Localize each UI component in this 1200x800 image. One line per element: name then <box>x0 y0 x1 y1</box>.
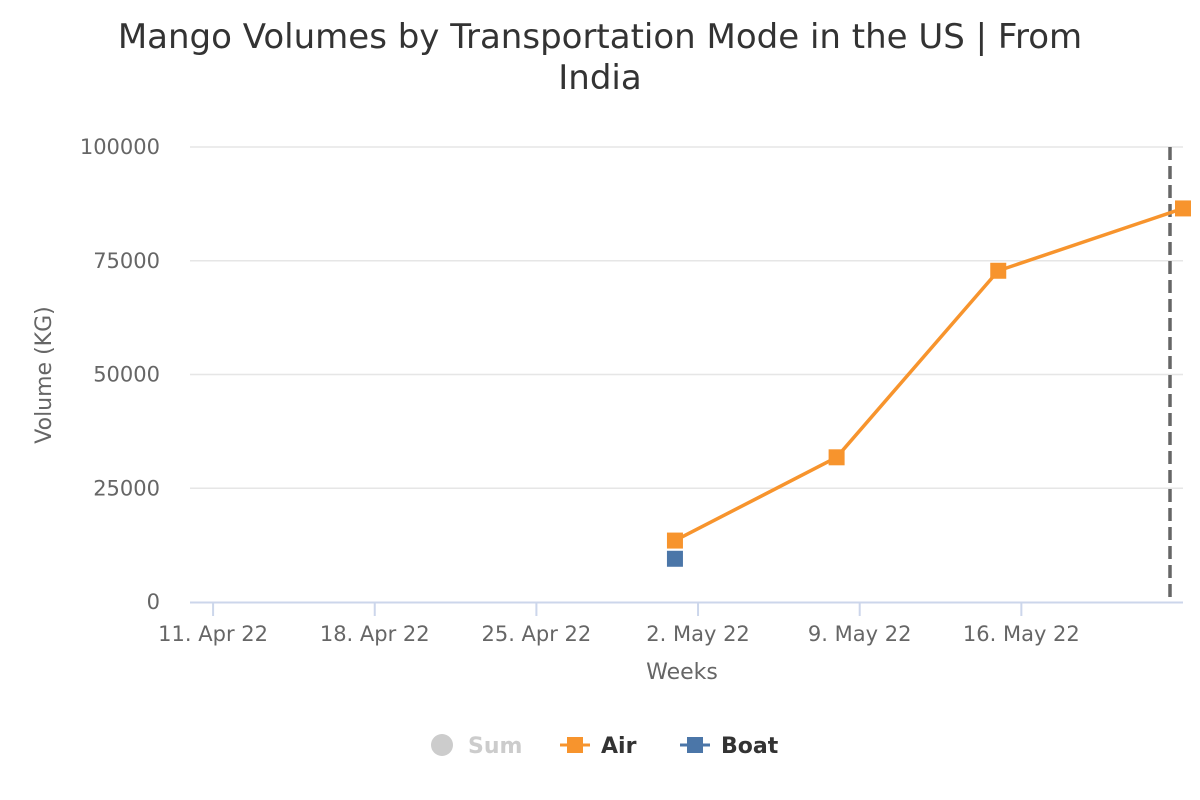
y-tick-label: 75000 <box>93 249 160 273</box>
legend-item-boat[interactable]: Boat <box>680 734 779 759</box>
chart-title: Mango Volumes by Transportation Mode in … <box>118 17 1082 98</box>
x-tick-label: 18. Apr 22 <box>320 622 430 646</box>
legend-item-sum[interactable]: Sum <box>431 734 522 759</box>
y-tick-label: 25000 <box>93 476 160 500</box>
grid-lines <box>190 146 1183 489</box>
x-tick-label: 16. May 22 <box>963 622 1080 646</box>
y-axis-ticks: 0 25000 50000 75000 100000 <box>80 135 160 614</box>
data-point-air[interactable] <box>828 449 845 466</box>
chart-title-line-2: India <box>558 58 641 98</box>
y-tick-label: 50000 <box>93 363 160 387</box>
data-point-air[interactable] <box>1175 200 1191 217</box>
legend: Sum Air Boat <box>431 734 779 759</box>
x-tick-label: 9. May 22 <box>808 622 912 646</box>
y-tick-label: 100000 <box>80 135 160 159</box>
x-axis: 11. Apr 22 18. Apr 22 25. Apr 22 2. May 22 9… <box>158 601 1183 646</box>
series-line-air <box>674 206 1184 543</box>
chart-title-line-1: Mango Volumes by Transportation Mode in … <box>118 17 1082 57</box>
legend-label-sum: Sum <box>468 734 522 759</box>
data-point-air[interactable] <box>990 262 1007 279</box>
legend-symbol-air <box>567 737 583 753</box>
legend-symbol-sum <box>431 734 453 756</box>
x-axis-title: Weeks <box>646 660 718 685</box>
x-tick-label: 11. Apr 22 <box>158 622 268 646</box>
x-tick-label: 2. May 22 <box>646 622 750 646</box>
x-tick-label: 25. Apr 22 <box>481 622 591 646</box>
y-tick-label: 0 <box>147 590 160 614</box>
legend-label-air: Air <box>601 734 637 759</box>
data-point-boat[interactable] <box>666 550 683 567</box>
legend-item-air[interactable]: Air <box>560 734 637 759</box>
legend-symbol-boat <box>687 737 703 753</box>
data-point-air[interactable] <box>666 532 683 549</box>
legend-label-boat: Boat <box>721 734 779 759</box>
y-axis-title: Volume (KG) <box>32 306 57 443</box>
series-layer <box>666 147 1191 602</box>
